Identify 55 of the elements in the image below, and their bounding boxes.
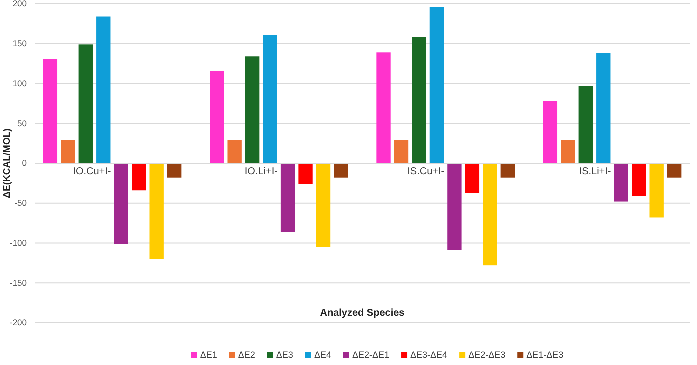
bar xyxy=(167,164,182,178)
bar xyxy=(114,164,128,244)
bar xyxy=(614,164,628,202)
bar xyxy=(596,53,611,164)
x-axis-title: Analyzed Species xyxy=(320,308,406,319)
legend-label: ΔE3 xyxy=(276,350,294,360)
bar xyxy=(280,164,296,232)
y-axis-title: ΔE(KCAL/MOL) xyxy=(2,128,13,198)
legend-label: ΔE1 xyxy=(200,350,218,360)
legend-label: ΔE4 xyxy=(314,350,332,360)
y-tick-label: 200 xyxy=(12,0,28,9)
bar xyxy=(78,44,93,164)
bar xyxy=(561,140,576,164)
bar xyxy=(263,35,278,164)
bar xyxy=(245,56,260,164)
y-tick-label: -150 xyxy=(10,278,28,288)
bar xyxy=(465,164,480,194)
bar xyxy=(43,59,58,164)
bar xyxy=(298,164,313,184)
bar xyxy=(578,86,593,164)
bar xyxy=(61,140,76,164)
bar xyxy=(412,37,426,164)
bar xyxy=(150,164,164,260)
bar xyxy=(448,164,462,250)
legend-label: ΔE2 xyxy=(238,350,256,360)
x-tick-label: IS.Cu+I- xyxy=(408,166,445,178)
bar xyxy=(96,16,111,164)
bar xyxy=(667,164,682,178)
x-tick-label: IS.Li+I- xyxy=(579,166,612,178)
bar xyxy=(316,164,331,248)
y-tick-label: 50 xyxy=(18,118,28,128)
legend-label: ΔE2-ΔE1 xyxy=(352,350,390,360)
bar xyxy=(376,52,391,164)
bar xyxy=(334,164,348,178)
bar xyxy=(228,140,242,164)
bar xyxy=(210,70,224,164)
y-tick-label: 100 xyxy=(12,78,28,88)
bar xyxy=(394,140,409,164)
bar xyxy=(430,7,444,164)
bar xyxy=(483,164,498,266)
bar xyxy=(632,164,646,196)
y-tick-label: -100 xyxy=(10,238,28,248)
legend-label: ΔE2-ΔE3 xyxy=(468,350,506,360)
bar xyxy=(543,101,558,164)
x-tick-label: IO.Cu+I- xyxy=(73,166,112,178)
y-tick-label: 0 xyxy=(22,158,28,168)
y-tick-label: 150 xyxy=(12,38,28,49)
bar xyxy=(500,164,515,178)
legend-label: ΔE3-ΔE4 xyxy=(410,350,448,360)
x-tick-label: IO.Li+I- xyxy=(244,166,278,178)
y-tick-label: -50 xyxy=(14,198,28,208)
bar xyxy=(650,164,664,218)
bar xyxy=(132,164,146,191)
y-tick-label: -200 xyxy=(10,318,28,328)
legend-label: ΔE1-ΔE3 xyxy=(526,350,564,360)
